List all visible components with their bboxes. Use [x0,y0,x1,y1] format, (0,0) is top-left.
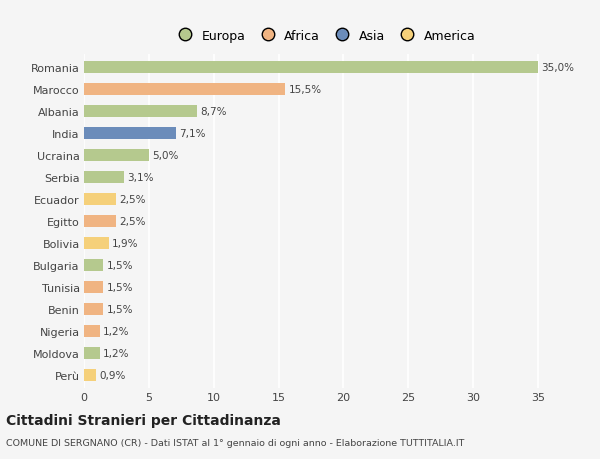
Bar [84,150,149,162]
Text: 1,5%: 1,5% [107,304,133,314]
Bar [84,128,176,140]
Text: 7,1%: 7,1% [179,129,206,139]
Text: 1,2%: 1,2% [103,326,130,336]
Text: 1,9%: 1,9% [112,238,139,248]
Bar [84,237,109,249]
Text: 1,5%: 1,5% [107,260,133,270]
Bar [84,215,116,228]
Text: 2,5%: 2,5% [119,217,146,226]
Bar [84,106,197,118]
Text: 15,5%: 15,5% [289,85,322,95]
Text: 1,5%: 1,5% [107,282,133,292]
Text: 8,7%: 8,7% [200,107,227,117]
Bar [84,369,95,381]
Bar [84,62,538,74]
Bar [84,259,103,271]
Legend: Europa, Africa, Asia, America: Europa, Africa, Asia, America [167,25,481,48]
Text: 0,9%: 0,9% [99,370,125,380]
Bar [84,325,100,337]
Bar [84,84,285,96]
Text: Cittadini Stranieri per Cittadinanza: Cittadini Stranieri per Cittadinanza [6,414,281,428]
Bar [84,347,100,359]
Text: 35,0%: 35,0% [541,63,574,73]
Bar [84,172,124,184]
Text: 5,0%: 5,0% [152,151,178,161]
Text: COMUNE DI SERGNANO (CR) - Dati ISTAT al 1° gennaio di ogni anno - Elaborazione T: COMUNE DI SERGNANO (CR) - Dati ISTAT al … [6,438,464,447]
Bar [84,194,116,206]
Bar [84,303,103,315]
Text: 3,1%: 3,1% [127,173,154,183]
Text: 1,2%: 1,2% [103,348,130,358]
Text: 2,5%: 2,5% [119,195,146,205]
Bar [84,281,103,293]
